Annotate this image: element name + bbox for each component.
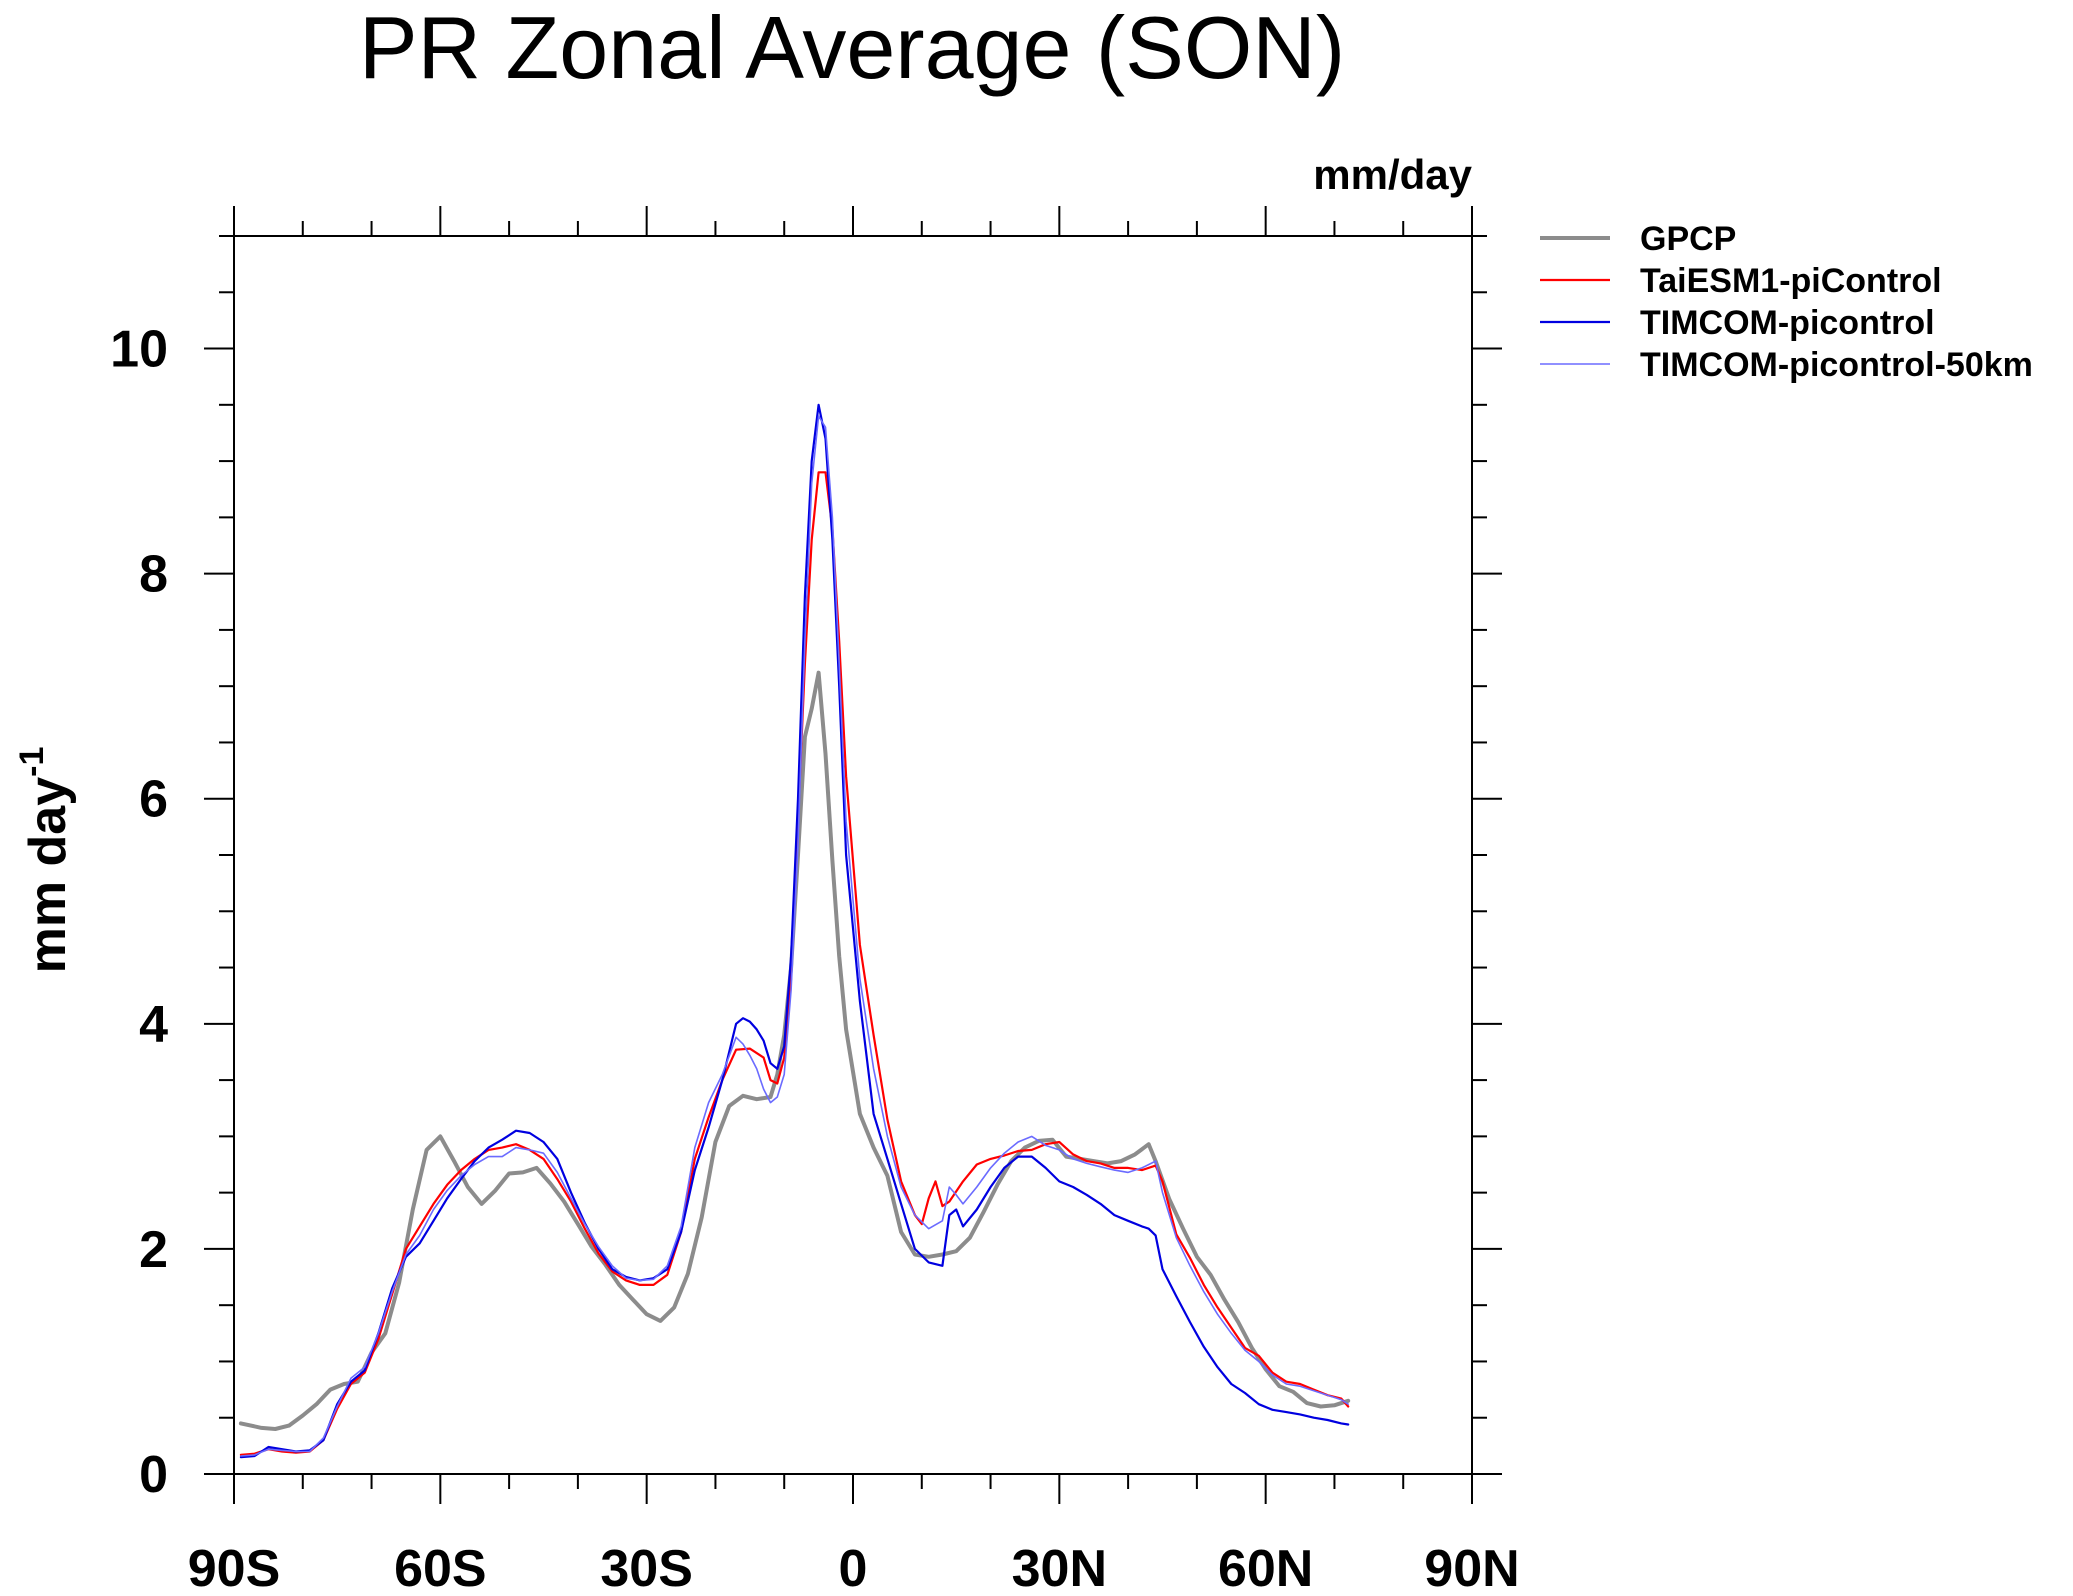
x-tick-label: 60S [394,1540,487,1596]
y-tick-label: 2 [139,1221,168,1279]
chart-title: PR Zonal Average (SON) [359,0,1345,97]
units-label: mm/day [1313,151,1472,198]
series-lines [238,403,1351,1459]
legend: GPCP TaiESM1-piControl TIMCOM-picontrol TIM… [1540,220,2033,384]
y-tick-label: 6 [139,771,168,829]
legend-label: TIMCOM-picontrol [1640,304,1935,342]
y-tick-label: 0 [139,1446,168,1504]
x-tick-label: 90S [188,1540,281,1596]
x-tick-label: 30S [600,1540,693,1596]
y-tick-label: 8 [139,546,168,604]
legend-label: GPCP [1640,220,1736,258]
axis-tick-labels: 90S 60S 30S 0 30N 60N 90N 0 2 4 6 8 10 [110,321,1520,1596]
x-tick-label: 60N [1218,1540,1313,1596]
series-line-2 [239,471,1350,1457]
x-tick-label: 0 [839,1540,868,1596]
y-axis-label-text: mm day [19,777,77,974]
x-tick-label: 90N [1424,1540,1519,1596]
series-line-1 [238,670,1351,1431]
x-tick-label: 30N [1012,1540,1107,1596]
series-line-4 [240,415,1349,1457]
y-tick-label: 4 [139,996,168,1054]
y-tick-label: 10 [110,321,168,379]
y-axis-label: mm day-1 [13,747,77,974]
legend-label: TIMCOM-picontrol-50km [1640,346,2033,384]
legend-label: TaiESM1-piControl [1640,262,1942,300]
series-line-3 [239,403,1350,1459]
y-axis-label-exponent: -1 [13,747,51,777]
axis-ticks [204,206,1502,1504]
